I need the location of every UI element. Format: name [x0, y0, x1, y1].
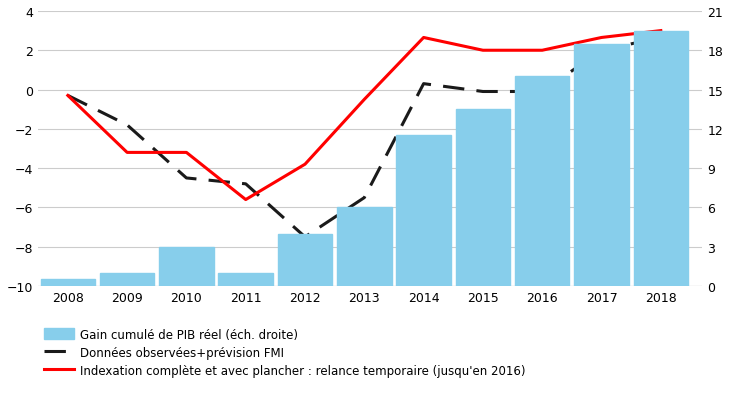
Bar	[100, 273, 155, 286]
Bar	[277, 234, 332, 286]
Bar	[396, 136, 451, 286]
Bar	[41, 280, 95, 286]
Legend: Gain cumulé de PIB réel (éch. droite), Données observées+prévision FMI, Indexati: Gain cumulé de PIB réel (éch. droite), D…	[44, 328, 525, 378]
Bar	[515, 77, 569, 286]
Bar	[634, 31, 688, 286]
Bar	[456, 110, 510, 286]
Bar	[159, 247, 214, 286]
Bar	[575, 45, 629, 286]
Bar	[218, 273, 273, 286]
Bar	[337, 208, 391, 286]
